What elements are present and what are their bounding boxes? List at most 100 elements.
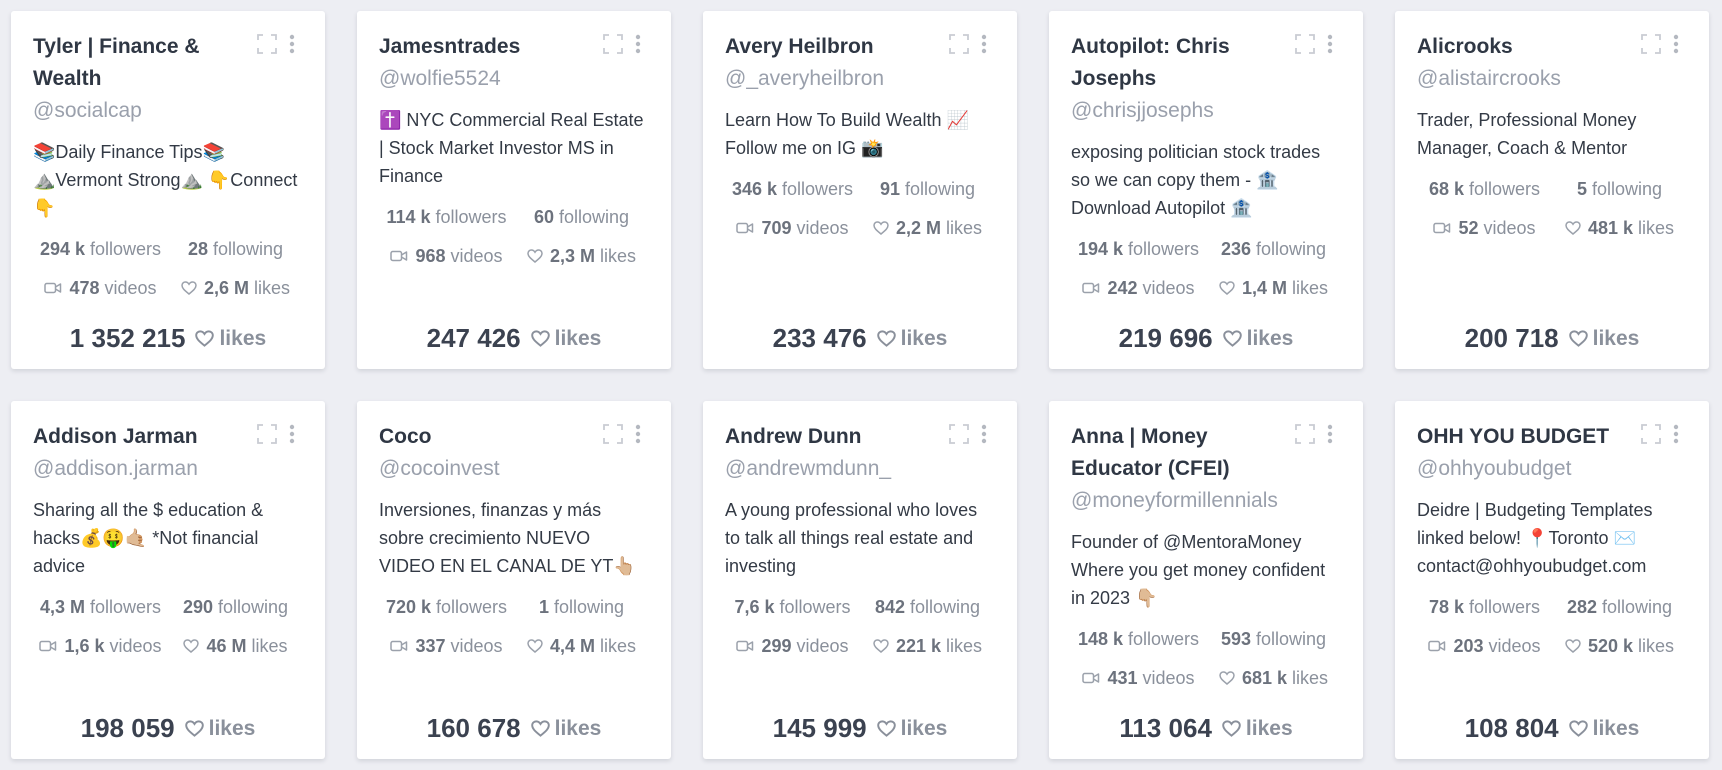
- expand-icon[interactable]: [257, 424, 277, 444]
- videos-label: videos: [1142, 278, 1195, 298]
- following-label: following: [218, 597, 289, 617]
- likes-count: 1,4 M: [1241, 278, 1287, 298]
- followers-stat: 346 k followers: [725, 176, 860, 202]
- likes-stat: 4,4 M likes: [514, 633, 649, 659]
- followers-stat: 68 k followers: [1417, 176, 1552, 202]
- profile-handle[interactable]: @andrewmdunn_: [725, 457, 892, 480]
- heart-icon: [1222, 720, 1241, 737]
- total-likes: 145 999 likes: [703, 713, 1017, 744]
- more-vertical-icon[interactable]: [981, 424, 987, 444]
- expand-icon[interactable]: [257, 34, 277, 54]
- profile-handle[interactable]: @ohhyoubudget: [1417, 457, 1572, 480]
- total-likes: 160 678 likes: [357, 713, 671, 744]
- profile-bio: 📚Daily Finance Tips📚 ⛰️Vermont Strong⛰️ …: [33, 142, 298, 218]
- profile-name[interactable]: Autopilot: Chris Josephs: [1071, 35, 1230, 90]
- following-stat: 91 following: [860, 176, 995, 202]
- profile-name[interactable]: Andrew Dunn: [725, 425, 862, 448]
- profile-handle[interactable]: @socialcap: [33, 99, 142, 122]
- following-count: 282: [1566, 597, 1597, 617]
- more-vertical-icon[interactable]: [289, 34, 295, 54]
- following-label: following: [1256, 239, 1327, 259]
- influencer-card[interactable]: Andrew Dunn @andrewmdunn_ A young profes…: [703, 401, 1017, 759]
- more-vertical-icon[interactable]: [635, 424, 641, 444]
- heart-icon: [876, 720, 896, 737]
- profile-handle[interactable]: @cocoinvest: [379, 457, 500, 480]
- followers-label: followers: [1469, 179, 1541, 199]
- following-count: 5: [1576, 179, 1587, 199]
- expand-icon[interactable]: [1295, 34, 1315, 54]
- total-likes: 247 426 likes: [357, 323, 671, 354]
- profile-handle[interactable]: @_averyheilbron: [725, 67, 885, 90]
- more-vertical-icon[interactable]: [1673, 34, 1679, 54]
- expand-icon[interactable]: [1641, 424, 1661, 444]
- followers-label: followers: [1128, 239, 1200, 259]
- profile-name[interactable]: Coco: [379, 425, 432, 448]
- influencer-card[interactable]: Jamesntrades @wolfie5524 ✝️ NYC Commerci…: [357, 11, 671, 369]
- followers-label: followers: [435, 207, 507, 227]
- influencer-card[interactable]: Tyler | Finance & Wealth @socialcap 📚Dai…: [11, 11, 325, 369]
- videos-stat: 337 videos: [379, 633, 514, 659]
- profile-handle[interactable]: @chrisjjosephs: [1071, 99, 1214, 122]
- influencer-grid: Tyler | Finance & Wealth @socialcap 📚Dai…: [11, 11, 1709, 759]
- influencer-card[interactable]: Autopilot: Chris Josephs @chrisjjosephs …: [1049, 11, 1363, 369]
- expand-icon[interactable]: [603, 34, 623, 54]
- profile-handle[interactable]: @wolfie5524: [379, 67, 501, 90]
- expand-icon[interactable]: [1641, 34, 1661, 54]
- card-controls: [257, 424, 295, 444]
- profile-name[interactable]: Alicrooks: [1417, 35, 1513, 58]
- videos-count: 478: [69, 278, 100, 298]
- videos-count: 1,6 k: [64, 636, 105, 656]
- more-vertical-icon[interactable]: [1673, 424, 1679, 444]
- heart-icon: [195, 330, 215, 347]
- more-vertical-icon[interactable]: [981, 34, 987, 54]
- likes-label: likes: [251, 636, 288, 656]
- following-count: 1: [538, 597, 549, 617]
- more-vertical-icon[interactable]: [1327, 34, 1333, 54]
- influencer-card[interactable]: Avery Heilbron @_averyheilbron Learn How…: [703, 11, 1017, 369]
- profile-name[interactable]: Addison Jarman: [33, 425, 198, 448]
- profile-name[interactable]: Anna | Money Educator (CFEI): [1071, 425, 1230, 480]
- expand-icon[interactable]: [949, 424, 969, 444]
- expand-icon[interactable]: [603, 424, 623, 444]
- likes-label: likes: [1638, 218, 1675, 238]
- total-likes: 233 476 likes: [703, 323, 1017, 354]
- total-likes-label: likes: [554, 716, 602, 740]
- expand-icon[interactable]: [949, 34, 969, 54]
- likes-stat: 481 k likes: [1552, 215, 1687, 241]
- more-vertical-icon[interactable]: [635, 34, 641, 54]
- followers-stat: 4,3 M followers: [33, 594, 168, 620]
- total-likes-label: likes: [900, 716, 948, 740]
- card-controls: [603, 34, 641, 54]
- likes-stat: 2,3 M likes: [514, 243, 649, 269]
- followers-label: followers: [1128, 629, 1200, 649]
- following-count: 60: [533, 207, 554, 227]
- influencer-card[interactable]: Anna | Money Educator (CFEI) @moneyformi…: [1049, 401, 1363, 759]
- more-vertical-icon[interactable]: [289, 424, 295, 444]
- video-camera-icon: [1428, 640, 1446, 652]
- profile-handle[interactable]: @addison.jarman: [33, 457, 198, 480]
- influencer-card[interactable]: Addison Jarman @addison.jarman Sharing a…: [11, 401, 325, 759]
- heart-icon: [1568, 720, 1588, 737]
- expand-icon[interactable]: [1295, 424, 1315, 444]
- likes-label: likes: [600, 636, 637, 656]
- videos-stat: 1,6 k videos: [33, 633, 168, 659]
- profile-handle[interactable]: @moneyformillennials: [1071, 489, 1278, 512]
- card-controls: [1641, 424, 1679, 444]
- profile-name[interactable]: Tyler | Finance & Wealth: [33, 35, 200, 90]
- profile-name[interactable]: Jamesntrades: [379, 35, 521, 58]
- likes-count: 520 k: [1587, 636, 1634, 656]
- profile-name[interactable]: OHH YOU BUDGET: [1417, 425, 1610, 448]
- total-likes-count: 200 718: [1464, 323, 1559, 353]
- total-likes-count: 247 426: [426, 323, 521, 353]
- total-likes: 108 804 likes: [1395, 713, 1709, 744]
- total-likes-label: likes: [1592, 716, 1640, 740]
- profile-name[interactable]: Avery Heilbron: [725, 35, 874, 58]
- profile-handle[interactable]: @alistaircrooks: [1417, 67, 1561, 90]
- total-likes-count: 160 678: [426, 713, 521, 743]
- video-camera-icon: [1082, 282, 1100, 294]
- influencer-card[interactable]: Coco @cocoinvest Inversiones, finanzas y…: [357, 401, 671, 759]
- influencer-card[interactable]: Alicrooks @alistaircrooks Trader, Profes…: [1395, 11, 1709, 369]
- more-vertical-icon[interactable]: [1327, 424, 1333, 444]
- influencer-card[interactable]: OHH YOU BUDGET @ohhyoubudget Deidre | Bu…: [1395, 401, 1709, 759]
- likes-count: 2,2 M: [895, 218, 941, 238]
